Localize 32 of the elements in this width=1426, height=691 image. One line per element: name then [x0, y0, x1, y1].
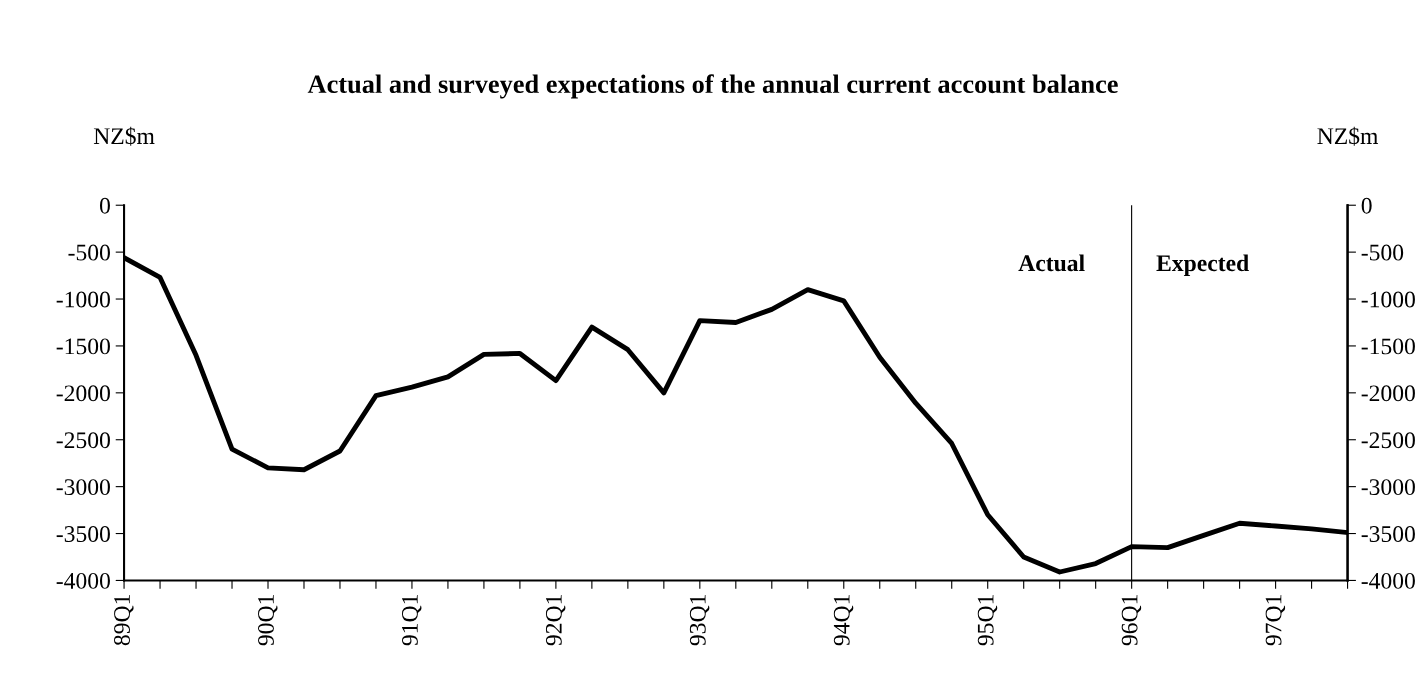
x-tick-label: 97Q1: [1265, 595, 1286, 646]
y-tick-label: -3000: [56, 479, 110, 496]
y-tick-label: -4000: [56, 572, 110, 589]
y2-tick-label: -2500: [1361, 432, 1415, 449]
y-tick-label: -2500: [56, 432, 110, 449]
annotation: Actual: [1018, 254, 1085, 272]
x-tick-label: 91Q1: [401, 595, 422, 646]
x-tick-label: 92Q1: [545, 595, 566, 646]
y2-tick-label: -500: [1361, 244, 1404, 261]
y-tick-label: 0: [99, 197, 110, 214]
y-tick-label: -1000: [56, 291, 110, 308]
annotation: Expected: [1156, 254, 1249, 276]
y2-tick-label: 0: [1361, 197, 1372, 214]
x-tick-label: 93Q1: [689, 595, 710, 646]
y2-tick-label: -3000: [1361, 479, 1415, 496]
y2-axis-title: NZ$m: [1317, 126, 1379, 146]
y2-tick-label: -2000: [1361, 385, 1415, 402]
y-tick-label: -500: [68, 244, 110, 261]
y2-tick-label: -3500: [1361, 526, 1415, 542]
chart-title: Actual and surveyed expectations of the annual current account balance: [307, 74, 1118, 99]
x-tick-label: 94Q1: [833, 595, 854, 646]
x-tick-label: 89Q1: [114, 595, 134, 646]
y-tick-label: -2000: [56, 385, 110, 402]
y-tick-label: -1500: [56, 338, 110, 355]
y2-tick-label: -1500: [1361, 338, 1415, 355]
x-tick-label: 95Q1: [977, 595, 998, 646]
y-tick-label: -3500: [56, 526, 110, 542]
y-axis-title: NZ$m: [93, 126, 155, 146]
y2-tick-label: -4000: [1361, 572, 1415, 589]
x-tick-label: 90Q1: [257, 595, 278, 646]
x-tick-label: 96Q1: [1121, 595, 1142, 646]
y2-tick-label: -1000: [1361, 291, 1415, 308]
